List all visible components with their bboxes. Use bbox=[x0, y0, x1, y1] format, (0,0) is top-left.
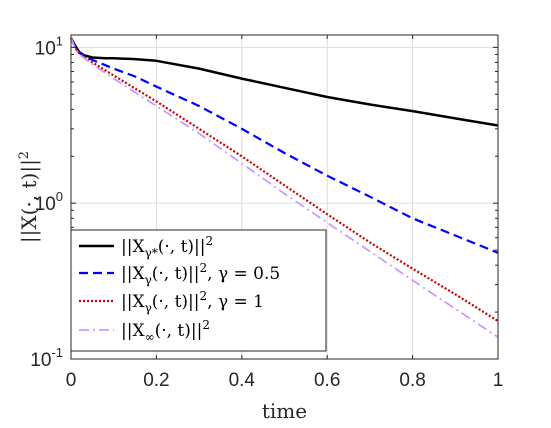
y-tick-exponent: 1 bbox=[56, 33, 63, 48]
series-layer bbox=[69, 37, 499, 338]
legend-rest: (·, t)|| bbox=[155, 321, 203, 341]
x-tick-label: 1 bbox=[493, 370, 504, 391]
x-tick-label: 0.8 bbox=[399, 370, 425, 391]
x-tick-label: 0 bbox=[66, 370, 77, 391]
legend-sub: γ bbox=[145, 273, 152, 287]
plot-frame bbox=[70, 34, 499, 360]
y-axis-title-main: ||X(·, t)|| bbox=[17, 159, 42, 243]
x-tick-label: 0.4 bbox=[229, 370, 256, 391]
legend-sub: ∞ bbox=[145, 330, 155, 344]
legend-base: ||X bbox=[121, 321, 145, 341]
y-tick-base: 10 bbox=[30, 350, 51, 371]
y-axis-title-sup: 2 bbox=[17, 151, 32, 159]
y-tick-label: 101 bbox=[35, 33, 63, 59]
legend-label-2: ||Xγ(·, t)||2, γ = 0.5 bbox=[121, 261, 280, 287]
legend-rest: (·, t)|| bbox=[158, 237, 206, 257]
y-tick-exponent: -1 bbox=[51, 345, 63, 360]
x-tick-label: 0.2 bbox=[143, 370, 169, 391]
x-tick-label: 0.6 bbox=[314, 370, 340, 391]
legend-sup: 2 bbox=[202, 318, 210, 332]
legend-sup: 2 bbox=[200, 289, 208, 303]
legend-rest: (·, t)|| bbox=[152, 264, 200, 284]
legend-sup: 2 bbox=[200, 261, 208, 275]
y-tick-label: 100 bbox=[35, 189, 63, 215]
legend-label-3: ||Xγ(·, t)||2, γ = 1 bbox=[121, 289, 264, 315]
series-line-4 bbox=[70, 37, 499, 338]
series-line-2 bbox=[69, 37, 499, 254]
y-axis-title: ||X(·, t)||2 bbox=[17, 151, 42, 243]
legend-base: ||X bbox=[121, 237, 145, 257]
legend-label-4: ||X∞(·, t)||2 bbox=[121, 318, 210, 344]
y-tick-base: 10 bbox=[35, 38, 56, 59]
legend-base: ||X bbox=[121, 292, 145, 312]
legend-label-1: ||Xγ*(·, t)||2 bbox=[121, 234, 213, 260]
legend-base: ||X bbox=[121, 264, 145, 284]
x-axis-title: time bbox=[262, 399, 307, 423]
y-tick-label: 10-1 bbox=[30, 345, 63, 371]
legend-sup: 2 bbox=[206, 234, 214, 248]
y-tick-base: 10 bbox=[35, 194, 56, 215]
legend-sub: γ* bbox=[145, 246, 158, 260]
y-tick-exponent: 0 bbox=[56, 189, 63, 204]
legend: ||Xγ*(·, t)||2||Xγ(·, t)||2, γ = 0.5||Xγ… bbox=[70, 229, 327, 352]
legend-sub: γ bbox=[145, 301, 152, 315]
legend-extra: , γ = 1 bbox=[207, 292, 264, 312]
legend-rest: (·, t)|| bbox=[152, 292, 200, 312]
legend-extra: , γ = 0.5 bbox=[207, 264, 280, 284]
